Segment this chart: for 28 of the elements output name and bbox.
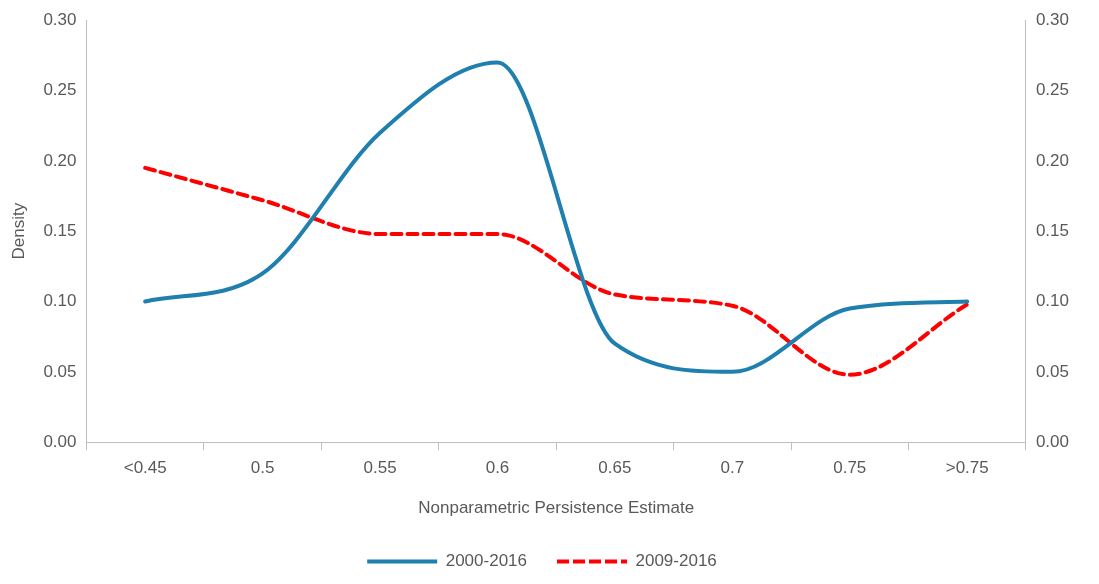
y2-tick-label: 0.05 [1035, 361, 1070, 381]
y2-tick-label: 0.10 [1035, 291, 1070, 311]
y-tick-label: 0.05 [43, 361, 77, 381]
line-series [143, 165, 970, 377]
y2-tick-label: 0.30 [1035, 9, 1070, 29]
y-tick-label: 0.20 [43, 150, 77, 170]
x-tick-label: 0.75 [833, 458, 867, 478]
x-tick-label: 0.6 [485, 458, 510, 478]
y-tick-label: 0.30 [43, 9, 77, 29]
y2-tick-label: 0.15 [1035, 220, 1070, 240]
x-tick-label: 0.65 [598, 458, 632, 478]
x-tick-label: <0.45 [123, 458, 167, 478]
y2-tick-label: 0.25 [1035, 80, 1070, 100]
legend-label: 2000-2016 [445, 551, 528, 571]
y-tick-label: 0.15 [43, 220, 77, 240]
y-axis-title: Density [8, 202, 28, 260]
x-tick-label: 0.5 [250, 458, 275, 478]
y-tick-label: 0.00 [43, 431, 77, 451]
x-tick-label: >0.75 [945, 458, 989, 478]
y2-tick-label: 0.20 [1035, 150, 1070, 170]
y2-tick-label: 0.00 [1035, 431, 1070, 451]
x-axis-title: Nonparametric Persistence Estimate [418, 498, 695, 518]
x-tick-label: 0.7 [720, 458, 745, 478]
line-series [143, 60, 970, 374]
y-tick-label: 0.10 [43, 291, 77, 311]
x-tick-label: 0.55 [363, 458, 397, 478]
y-tick-label: 0.25 [43, 80, 77, 100]
legend-label: 2009-2016 [635, 551, 717, 571]
